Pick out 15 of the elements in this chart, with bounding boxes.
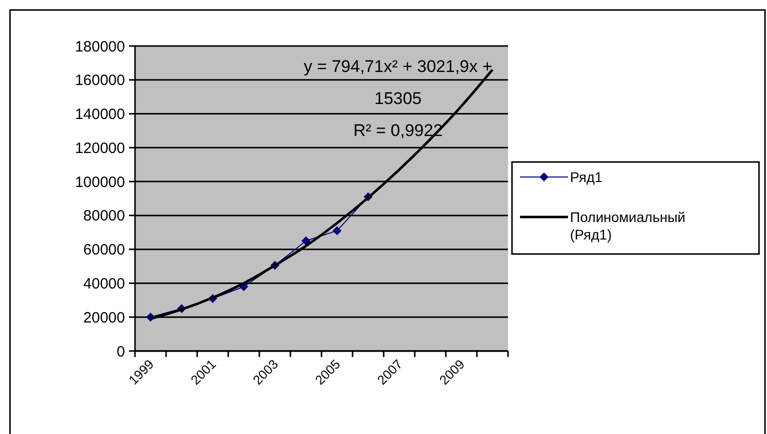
y-tick-label: 20000 [83, 309, 125, 326]
legend-label: Полиномиальный (Ряд1) [570, 208, 686, 242]
y-tick-label: 80000 [83, 208, 125, 225]
y-tick-label: 100000 [74, 174, 125, 191]
annotation: y = 794,71x² + 3021,9x + 15305 [304, 57, 492, 108]
point [301, 236, 310, 246]
legend-label: Ряд1 [570, 168, 603, 185]
y-tick-label: 120000 [74, 140, 125, 157]
y-tick-label: 60000 [83, 242, 125, 259]
point [332, 226, 342, 236]
y-tick-label: 180000 [74, 38, 125, 56]
y-tick-label: 160000 [74, 72, 125, 90]
y-tick-label: 0 [116, 343, 125, 360]
y-tick-label: 40000 [83, 275, 125, 292]
y-tick-label: 140000 [74, 106, 125, 124]
